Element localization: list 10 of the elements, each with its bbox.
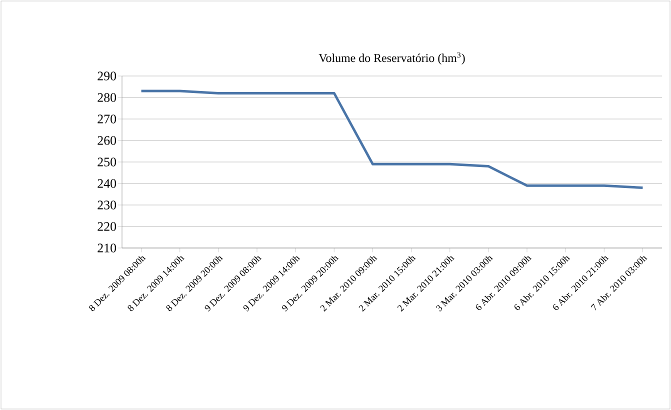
y-tick-label: 240	[98, 179, 116, 188]
y-tick-label: 250	[98, 158, 116, 166]
y-tick-label: 210	[98, 244, 116, 252]
y-tick-label: 270	[98, 114, 116, 124]
y-tick-label: 290	[98, 72, 116, 80]
chart-title: Volume do Reservatório (hm$^{3}$)	[318, 52, 465, 64]
y-tick-label: 280	[98, 93, 116, 102]
y-tick-label: 220	[98, 222, 116, 231]
y-tick-label: 260	[98, 136, 116, 145]
y-tick-label: 230	[98, 200, 116, 210]
